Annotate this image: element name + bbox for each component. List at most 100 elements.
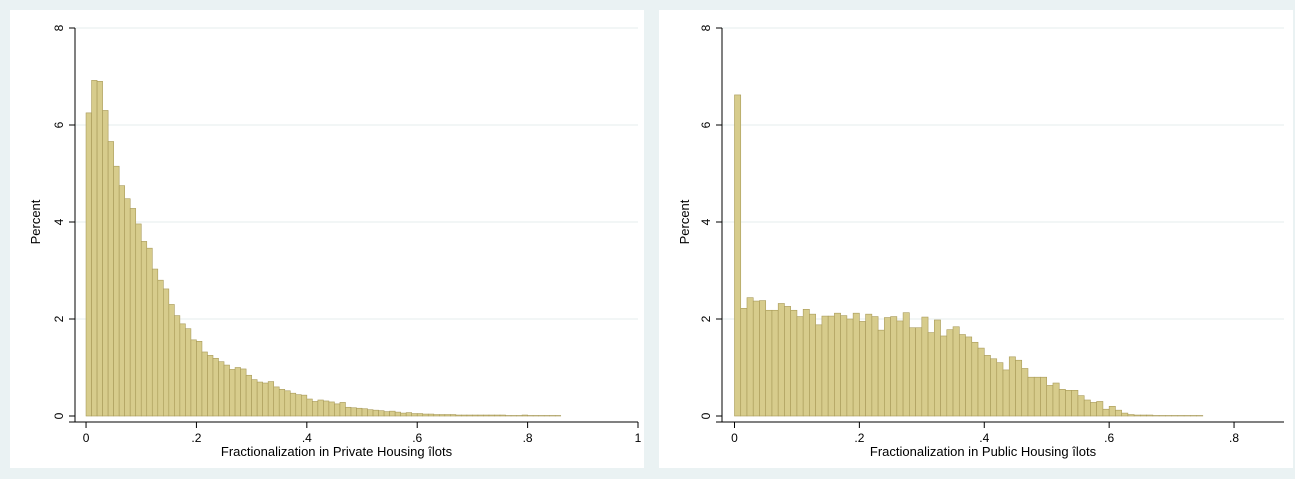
histogram-bar [163, 289, 169, 416]
histogram-bar [1109, 406, 1115, 416]
histogram-bar [97, 81, 103, 416]
histogram-bar [92, 80, 98, 416]
histogram-bar [185, 329, 191, 416]
histogram-bar [445, 415, 451, 416]
histogram-bar [759, 301, 765, 416]
histogram-bar [978, 348, 984, 416]
histogram-bar [1065, 390, 1071, 416]
histogram-bar [202, 352, 208, 416]
x-tick-label: .2 [191, 431, 201, 445]
histogram-bar [390, 411, 396, 416]
x-tick-label: 1 [635, 431, 642, 445]
histogram-bar [1015, 360, 1021, 416]
histogram-bar [329, 402, 335, 416]
histogram-bar [966, 337, 972, 416]
histogram-bar [483, 415, 489, 416]
histogram-bar [1115, 410, 1121, 416]
histogram-bar [778, 303, 784, 416]
histogram-bar [406, 413, 412, 416]
histogram-bar [872, 317, 878, 416]
histogram-bar [859, 321, 865, 416]
histogram-bar [897, 321, 903, 416]
x-tick-label: 0 [731, 431, 738, 445]
x-tick-label: .6 [412, 431, 422, 445]
histogram-bar [379, 411, 385, 416]
histogram-bar [1147, 415, 1153, 416]
y-tick-label: 2 [699, 315, 713, 322]
histogram-bar [834, 313, 840, 416]
x-tick-label: 0 [83, 431, 90, 445]
histogram-bar [1003, 370, 1009, 416]
histogram-bar [816, 325, 822, 416]
histogram-bar [152, 269, 158, 416]
histogram-bar [119, 186, 125, 416]
histogram-bar [809, 314, 815, 416]
histogram-bar [351, 408, 357, 416]
y-tick-label: 4 [699, 218, 713, 225]
histogram-bar [384, 412, 390, 416]
histogram-bar [1059, 389, 1065, 416]
histogram-bar [125, 199, 131, 416]
histogram-bar [395, 412, 401, 416]
histogram-bar [878, 330, 884, 416]
histogram-bar [357, 408, 363, 416]
y-tick-label: 4 [52, 218, 66, 225]
histogram-bar [1047, 385, 1053, 416]
x-tick-label: .8 [1229, 431, 1239, 445]
histogram-bar [934, 320, 940, 416]
histogram-bar [797, 317, 803, 416]
histogram-bar [114, 166, 120, 416]
histogram-bar [456, 415, 462, 416]
x-tick-label: .6 [1104, 431, 1114, 445]
y-tick-label: 6 [699, 121, 713, 128]
histogram-bar [1022, 368, 1028, 416]
histogram-bar [791, 310, 797, 416]
histogram-bar [953, 327, 959, 416]
histogram-bar [434, 415, 440, 416]
histogram-bar [230, 369, 236, 416]
histogram-bar [784, 306, 790, 416]
histogram-bar [373, 410, 379, 416]
histogram-bar [909, 328, 915, 416]
histogram-bar [412, 414, 418, 416]
histogram-bar [1103, 409, 1109, 416]
histogram-bar [401, 413, 407, 416]
histogram-bar [489, 415, 495, 416]
y-tick-label: 8 [699, 24, 713, 31]
y-axis-title: Percent [28, 199, 43, 244]
x-tick-label: .4 [979, 431, 989, 445]
histogram-bar [274, 387, 280, 416]
histogram-bar [1034, 377, 1040, 416]
histogram-bar [772, 310, 778, 416]
histogram-bar [903, 313, 909, 416]
histogram-bar [991, 359, 997, 416]
histogram-bar [136, 224, 142, 416]
histogram-bar [972, 342, 978, 416]
histogram-bar [263, 383, 269, 416]
histogram-bar [345, 407, 351, 416]
histogram-bar [494, 415, 500, 416]
histogram-bar [147, 248, 153, 416]
histogram-bar [103, 110, 109, 416]
histogram-bar [1090, 402, 1096, 416]
histogram-bar [312, 401, 318, 416]
histogram-bar [753, 301, 759, 416]
histogram-bar [467, 415, 473, 416]
x-tick-label: .8 [523, 431, 533, 445]
histogram-bar [984, 355, 990, 416]
histogram-bar [1084, 400, 1090, 416]
histogram-bar [941, 336, 947, 416]
y-tick-label: 8 [52, 24, 66, 31]
histogram-bar [86, 113, 92, 416]
histogram-bar [1128, 415, 1134, 416]
histogram-bar [323, 401, 329, 416]
x-axis-title: Fractionalization in Private Housing îlo… [221, 444, 453, 459]
histogram-bar [169, 304, 175, 416]
histogram-bar [362, 409, 368, 416]
histogram-bar [928, 333, 934, 416]
histogram-bar [734, 95, 740, 416]
histogram-bar [947, 330, 953, 416]
histogram-bar [1097, 401, 1103, 416]
